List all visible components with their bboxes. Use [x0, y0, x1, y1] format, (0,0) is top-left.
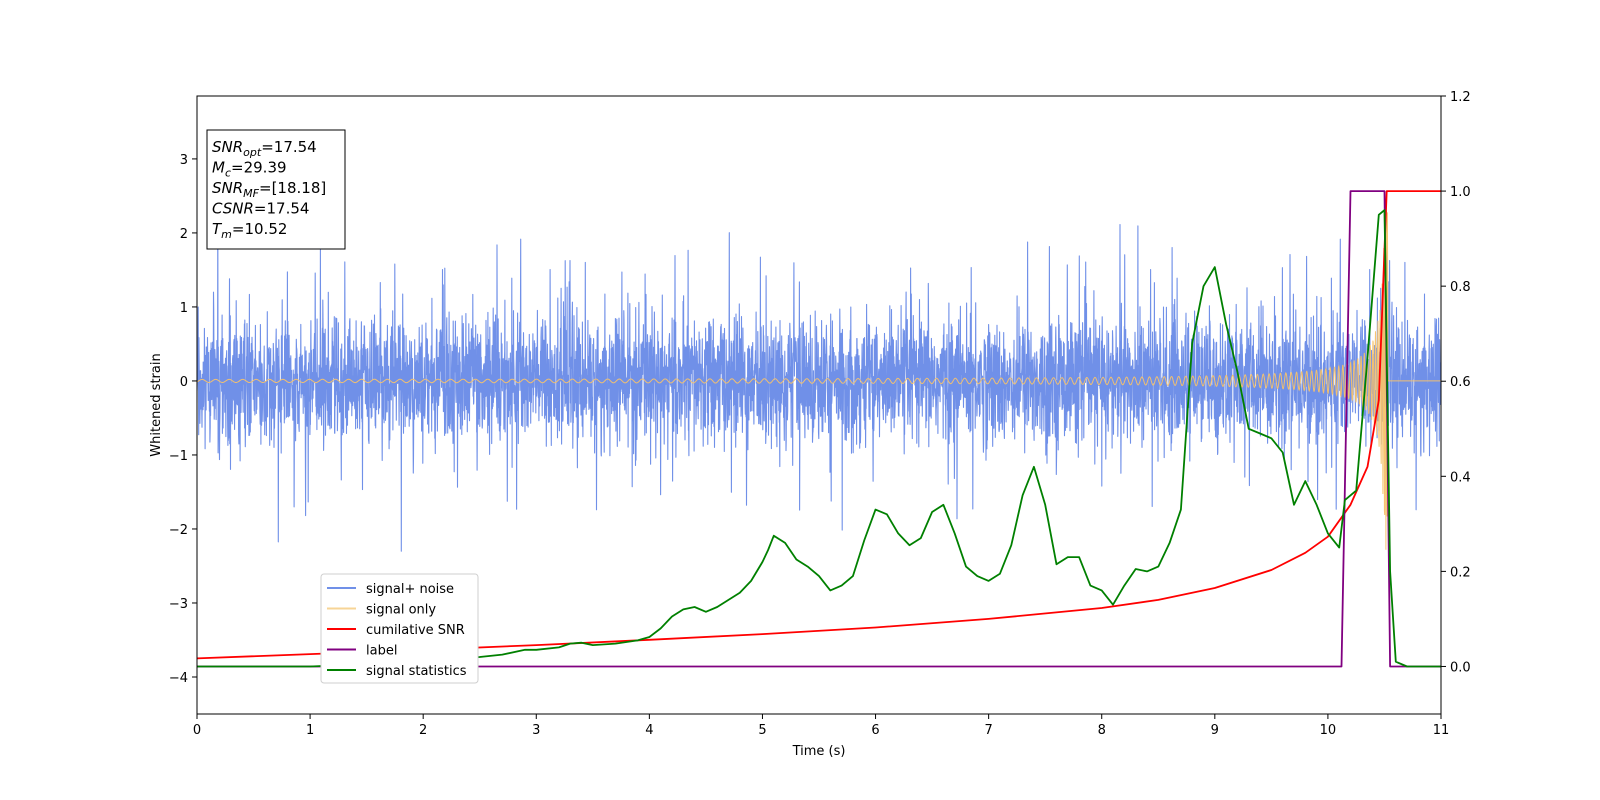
- left-y-tick-label: 0: [180, 375, 188, 390]
- series-signal-only: [197, 210, 1441, 550]
- legend-label: signal only: [366, 603, 436, 618]
- x-tick-label: 11: [1433, 723, 1450, 738]
- left-y-tick-label: 3: [180, 153, 188, 168]
- right-y-tick-label: 1.2: [1450, 90, 1471, 105]
- legend-label: label: [366, 644, 397, 659]
- x-tick-label: 4: [645, 723, 653, 738]
- series-signal-noise: [197, 202, 1441, 552]
- x-tick-label: 0: [193, 723, 201, 738]
- annotation-line: SNRopt=17.54: [212, 138, 317, 159]
- series-signal-statistics: [197, 209, 1441, 668]
- legend-label: signal statistics: [366, 664, 467, 679]
- legend-label: signal+ noise: [366, 582, 454, 597]
- annotation-line: CSNR=17.54: [212, 200, 309, 218]
- left-y-tick-label: −1: [169, 449, 188, 464]
- x-tick-label: 8: [1098, 723, 1106, 738]
- x-tick-label: 6: [871, 723, 879, 738]
- legend-label: cumilative SNR: [366, 623, 465, 638]
- x-tick-label: 1: [306, 723, 314, 738]
- x-tick-label: 3: [532, 723, 540, 738]
- annotation-box: SNRopt=17.54Mc=29.39SNRMF=[18.18]CSNR=17…: [206, 129, 346, 250]
- y-axis-label: Whitened strain: [149, 353, 164, 456]
- series-cumulative-snr: [197, 190, 1441, 660]
- left-y-tick-label: −2: [169, 523, 188, 538]
- left-y-tick-label: 2: [180, 227, 188, 242]
- right-y-tick-label: 0.4: [1450, 470, 1471, 485]
- right-y-tick-label: 0.6: [1450, 375, 1471, 390]
- left-y-tick-label: −4: [169, 671, 188, 686]
- x-tick-label: 9: [1211, 723, 1219, 738]
- right-y-tick-label: 1.0: [1450, 185, 1471, 200]
- annotation-line: Mc=29.39: [212, 159, 287, 180]
- x-tick-label: 10: [1320, 723, 1337, 738]
- right-y-tick-label: 0.0: [1450, 660, 1471, 675]
- left-y-axis: 3 2 1 0 −1 −2 −3 −4: [169, 153, 197, 686]
- series-label: [197, 190, 1441, 668]
- x-axis-label: Time (s): [792, 744, 846, 759]
- x-tick-label: 5: [758, 723, 766, 738]
- series-layer: [197, 190, 1441, 668]
- x-tick-label: 7: [984, 723, 992, 738]
- annotation-line: SNRMF=[18.18]: [212, 179, 326, 200]
- left-y-tick-label: 1: [180, 301, 188, 316]
- x-axis: 0 1 2 3 4 5 6 7 8 9 10 11: [193, 714, 1449, 738]
- left-y-tick-label: −3: [169, 597, 188, 612]
- annotation-line: Tm=10.52: [212, 220, 287, 241]
- legend: signal+ noise signal only cumilative SNR la…: [320, 573, 479, 684]
- plot-frame: [196, 95, 1442, 715]
- right-y-axis: 1.2 1.0 0.8 0.6 0.4 0.2 0.0: [1441, 90, 1471, 675]
- x-tick-label: 2: [419, 723, 427, 738]
- right-y-tick-label: 0.8: [1450, 280, 1471, 295]
- right-y-tick-label: 0.2: [1450, 565, 1471, 580]
